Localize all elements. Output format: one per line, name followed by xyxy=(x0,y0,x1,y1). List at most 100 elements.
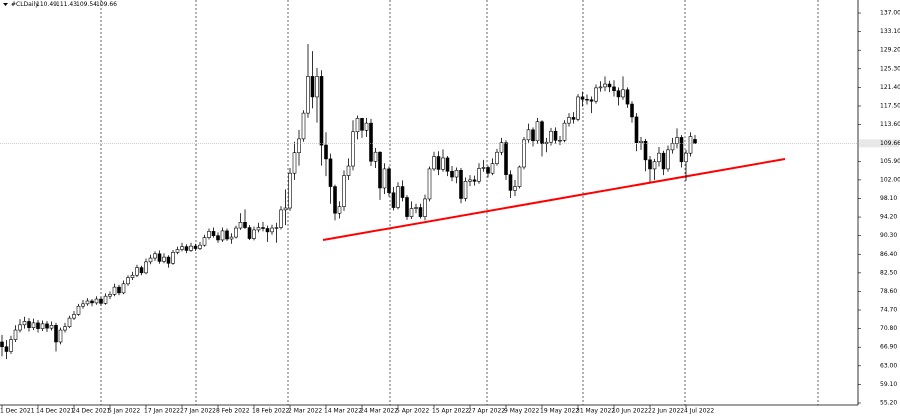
trend-line xyxy=(322,158,786,241)
candle-body xyxy=(549,130,553,143)
candle-body xyxy=(693,139,697,144)
candle-body xyxy=(378,151,382,189)
candle-body xyxy=(36,322,40,329)
candle-body xyxy=(274,227,279,229)
y-tick-label: 78.60 xyxy=(880,288,897,295)
candle-body xyxy=(526,129,531,141)
candle-body xyxy=(63,326,67,331)
y-tick-label: 74.70 xyxy=(880,307,897,314)
candle-body xyxy=(522,139,526,168)
candle-body xyxy=(265,228,270,233)
y-tick-label: 105.90 xyxy=(880,158,900,165)
candle-body xyxy=(220,230,225,241)
candle-body xyxy=(261,227,265,229)
candle-body xyxy=(27,321,31,328)
x-tick-label: 17 Jan 2022 xyxy=(144,408,180,415)
candle-body xyxy=(436,156,441,170)
candle-body xyxy=(67,317,72,328)
candle-body xyxy=(364,122,369,131)
candle-body xyxy=(387,168,391,194)
candle-body xyxy=(400,186,405,198)
candle-body xyxy=(576,96,580,120)
candle-body xyxy=(157,253,162,262)
candle-body xyxy=(4,346,9,352)
candle-body xyxy=(490,163,495,174)
candle-body xyxy=(103,295,108,304)
candle-body xyxy=(391,192,396,208)
candle-body xyxy=(486,167,490,174)
candle-body xyxy=(594,87,598,102)
x-tick-label: 15 Apr 2022 xyxy=(432,408,469,415)
candle-body xyxy=(643,140,648,161)
header-low: 109.54 xyxy=(76,1,97,8)
candle-body xyxy=(684,152,688,163)
x-tick-label: 9 May 2022 xyxy=(504,408,539,415)
candle-body xyxy=(639,140,643,143)
candle-body xyxy=(108,293,112,297)
candle-body xyxy=(648,159,652,170)
candle-body xyxy=(472,179,477,182)
candle-body xyxy=(256,227,261,231)
candle-body xyxy=(414,207,418,209)
x-tick-label: 24 Dec 2021 xyxy=(72,408,111,415)
candle-body xyxy=(562,122,567,141)
menu-arrow[interactable] xyxy=(3,3,8,6)
x-tick-label: 24 Mar 2022 xyxy=(360,408,398,415)
candle-body xyxy=(369,122,373,162)
x-tick-label: 2 Mar 2022 xyxy=(288,408,322,415)
x-tick-label: 18 Feb 2022 xyxy=(252,408,290,415)
y-tick-label: 66.90 xyxy=(880,344,897,351)
candle-body xyxy=(99,298,103,304)
candle-body xyxy=(112,286,117,295)
candle-body xyxy=(598,86,603,89)
header-close: 109.66 xyxy=(96,1,117,8)
candle-body xyxy=(688,136,693,154)
candle-body xyxy=(81,303,85,307)
candle-body xyxy=(427,168,432,200)
candle-body xyxy=(589,99,594,102)
x-tick-label: 8 Feb 2022 xyxy=(216,408,250,415)
candle-body xyxy=(661,152,666,170)
candle-body xyxy=(238,222,243,229)
candle-body xyxy=(535,121,540,142)
candle-body xyxy=(333,186,337,214)
y-tick-label: 129.20 xyxy=(880,47,900,54)
candle-body xyxy=(9,339,13,352)
y-tick-label: 82.50 xyxy=(880,269,897,276)
y-tick-label: 55.20 xyxy=(880,399,897,406)
candle-body xyxy=(355,118,360,133)
symbol-label: #CLDaily xyxy=(11,1,39,8)
candle-body xyxy=(126,277,130,285)
candle-body xyxy=(607,83,612,88)
candle-body xyxy=(247,227,252,239)
x-tick-label: 27 Apr 2022 xyxy=(468,408,505,415)
candle-body xyxy=(495,151,499,164)
candle-body xyxy=(49,324,54,329)
candle-body xyxy=(198,244,202,249)
candle-body xyxy=(517,166,522,187)
x-tick-label: 31 May 2022 xyxy=(576,408,615,415)
candle-body xyxy=(409,208,414,217)
candle-body xyxy=(297,138,301,154)
candle-body xyxy=(279,209,283,228)
candle-body xyxy=(58,329,63,343)
candle-body xyxy=(148,257,153,263)
candle-body xyxy=(324,144,328,160)
candle-body xyxy=(72,314,76,319)
candle-body xyxy=(288,172,292,209)
candle-body xyxy=(499,142,504,153)
candle-body xyxy=(22,321,27,326)
candle-body xyxy=(76,305,81,315)
price-label: 109.66 xyxy=(880,140,900,147)
candle-body xyxy=(225,230,229,240)
period-separators xyxy=(100,0,819,405)
candle-body xyxy=(94,298,99,304)
x-tick-label: 19 May 2022 xyxy=(540,408,579,415)
x-tick-label: 27 Jan 2022 xyxy=(180,408,216,415)
candle-body xyxy=(468,179,472,182)
x-tick-label: 5 Jan 2022 xyxy=(108,408,140,415)
candle-body xyxy=(382,168,387,189)
y-tick-label: 125.30 xyxy=(880,65,900,72)
